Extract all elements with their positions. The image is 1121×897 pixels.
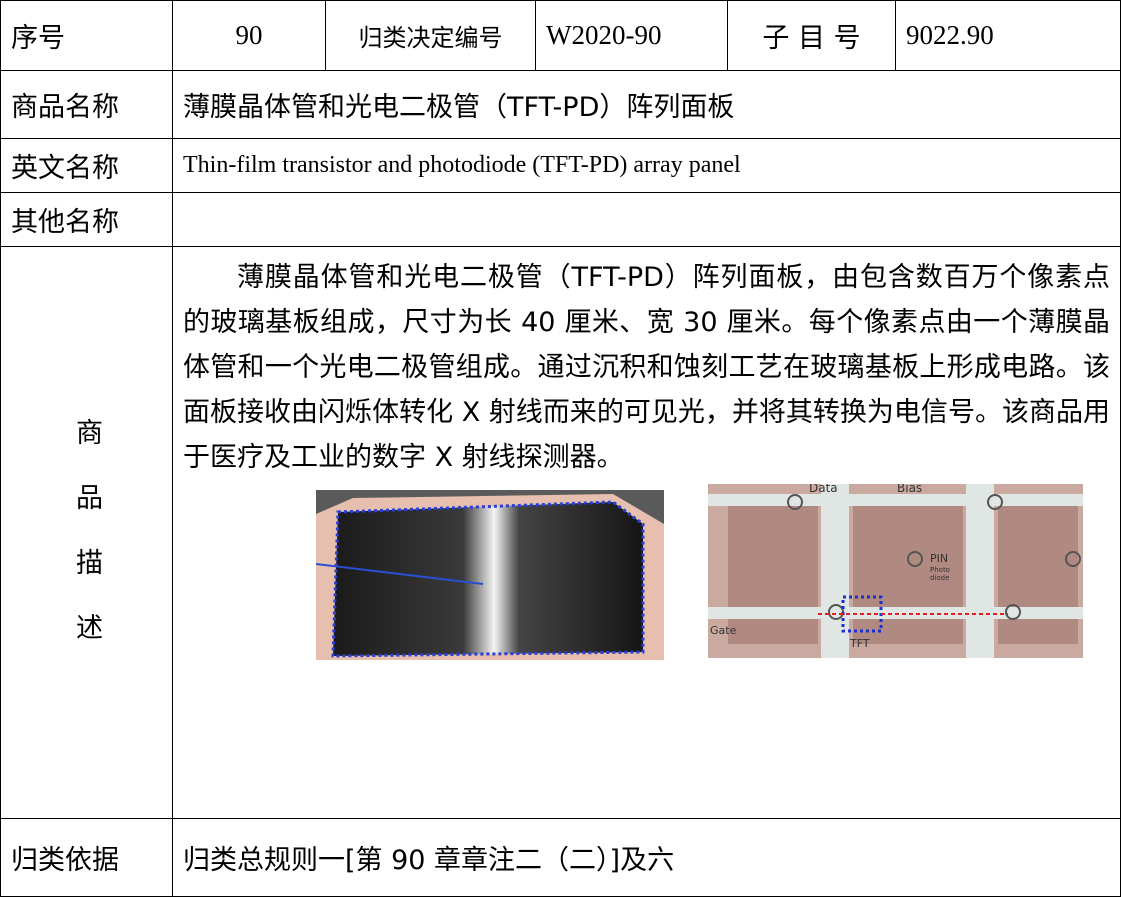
figure-label: Photo <box>930 566 950 574</box>
description: 薄膜晶体管和光电二极管（TFT-PD）阵列面板，由包含数百万个像素点的玻璃基板组… <box>183 262 1110 473</box>
vertical-label: 商品描述 <box>71 417 102 678</box>
label-cell: 商品描述 <box>0 246 173 819</box>
label-cell: 英文名称 <box>0 138 173 193</box>
label-cell: 归类决定编号 <box>325 0 536 71</box>
value-cell: 归类总规则一[第 90 章章注二（二）]及六 <box>172 818 1121 897</box>
figure-label: Gate <box>710 624 737 637</box>
value-cell: 90 <box>172 0 326 71</box>
label-cell: 归类依据 <box>0 818 173 897</box>
label-cell: 其他名称 <box>0 192 173 247</box>
value-cell <box>172 192 1121 247</box>
panel-photo <box>315 490 664 660</box>
pixel-photo: Data Bias PIN Photo diode Gate TFT <box>708 484 1083 658</box>
label-cell: 商品名称 <box>0 70 173 139</box>
value-cell: 9022.90 <box>895 0 1121 71</box>
figure-svg: Data Bias PIN Photo diode Gate TFT <box>315 484 1083 660</box>
value-cell: 薄膜晶体管和光电二极管（TFT-PD）阵列面板 <box>172 70 1121 139</box>
label-cell: 子 目 号 <box>727 0 896 71</box>
figure-label: Data <box>809 484 838 495</box>
figure-label: TFT <box>849 637 870 650</box>
figures: Data Bias PIN Photo diode Gate TFT <box>183 484 1110 664</box>
value-cell: 薄膜晶体管和光电二极管（TFT-PD）阵列面板，由包含数百万个像素点的玻璃基板组… <box>172 246 1121 819</box>
figure-label: diode <box>930 574 949 582</box>
value-cell: W2020-90 <box>535 0 728 71</box>
label-cell: 序号 <box>0 0 173 71</box>
value-cell: Thin-film transistor and photodiode (TFT… <box>172 138 1121 193</box>
figure-label: Bias <box>897 484 922 495</box>
figure-label: PIN <box>930 552 948 565</box>
